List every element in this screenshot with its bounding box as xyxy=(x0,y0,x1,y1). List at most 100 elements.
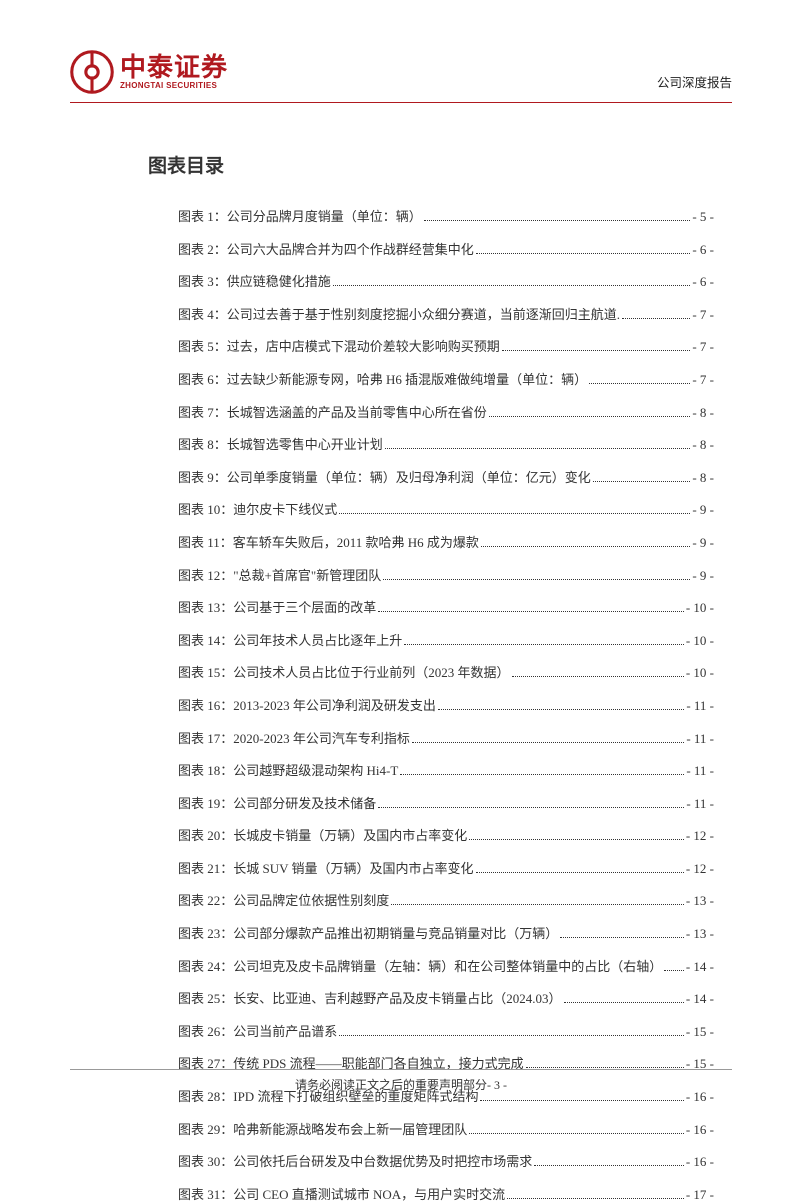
toc-entry: 图表 24：公司坦克及皮卡品牌销量（左轴：辆）和在公司整体销量中的占比（右轴）-… xyxy=(178,956,714,975)
toc-entry-page: - 11 - xyxy=(686,731,714,747)
toc-entry-page: - 6 - xyxy=(692,242,714,258)
footer-text: 请务必阅读正文之后的重要声明部分- 3 - xyxy=(70,1076,732,1093)
toc-entry-label: 图表 15：公司技术人员占比位于行业前列（2023 年数据） xyxy=(178,662,510,681)
toc-section-title: 图表目录 xyxy=(148,151,732,178)
footer-divider xyxy=(70,1069,732,1070)
toc-dot-leader xyxy=(385,448,691,449)
toc-dot-leader xyxy=(512,676,684,677)
toc-entry-label: 图表 1：公司分品牌月度销量（单位：辆） xyxy=(178,206,422,225)
toc-entry: 图表 23：公司部分爆款产品推出初期销量与竞品销量对比（万辆）- 13 - xyxy=(178,923,714,942)
toc-entry: 图表 25：长安、比亚迪、吉利越野产品及皮卡销量占比（2024.03） - 14 … xyxy=(178,988,714,1007)
toc-entry-label: 图表 29：哈弗新能源战略发布会上新一届管理团队 xyxy=(178,1119,467,1138)
toc-dot-leader xyxy=(339,1035,684,1036)
document-page: 中泰证券 ZHONGTAI SECURITIES 公司深度报告 图表目录 图表 … xyxy=(0,0,802,1133)
toc-entry: 图表 4：公司过去善于基于性别刻度挖掘小众细分赛道，当前逐渐回归主航道.- 7 … xyxy=(178,304,714,323)
toc-entry-label: 图表 5：过去，店中店模式下混动价差较大影响购买预期 xyxy=(178,336,500,355)
toc-entry-page: - 6 - xyxy=(692,274,714,290)
toc-dot-leader xyxy=(534,1165,684,1166)
toc-entry-label: 图表 22：公司品牌定位依据性别刻度 xyxy=(178,890,389,909)
logo-text-cn: 中泰证券 xyxy=(120,54,228,81)
toc-entry-label: 图表 13：公司基于三个层面的改革 xyxy=(178,597,376,616)
toc-entry-page: - 8 - xyxy=(692,405,714,421)
toc-entry: 图表 7：长城智选涵盖的产品及当前零售中心所在省份 - 8 - xyxy=(178,402,714,421)
logo-text-block: 中泰证券 ZHONGTAI SECURITIES xyxy=(120,54,228,90)
toc-dot-leader xyxy=(476,253,691,254)
toc-entry-label: 图表 14：公司年技术人员占比逐年上升 xyxy=(178,630,402,649)
toc-dot-leader xyxy=(560,937,684,938)
toc-entry-page: - 10 - xyxy=(686,633,714,649)
toc-entry: 图表 2：公司六大品牌合并为四个作战群经营集中化- 6 - xyxy=(178,239,714,258)
toc-entry-label: 图表 20：长城皮卡销量（万辆）及国内市占率变化 xyxy=(178,825,467,844)
toc-entry-label: 图表 9：公司单季度销量（单位：辆）及归母净利润（单位：亿元）变化 xyxy=(178,467,591,486)
toc-dot-leader xyxy=(502,350,691,351)
toc-entry-label: 图表 7：长城智选涵盖的产品及当前零售中心所在省份 xyxy=(178,402,487,421)
page-header: 中泰证券 ZHONGTAI SECURITIES 公司深度报告 xyxy=(70,50,732,94)
toc-entry: 图表 12："总裁+首席官"新管理团队- 9 - xyxy=(178,565,714,584)
toc-entry: 图表 6：过去缺少新能源专网，哈弗 H6 插混版难做纯增量（单位：辆） - 7 - xyxy=(178,369,714,388)
toc-dot-leader xyxy=(438,709,684,710)
toc-entry-label: 图表 17：2020-2023 年公司汽车专利指标 xyxy=(178,728,410,747)
toc-entry-page: - 17 - xyxy=(686,1187,714,1203)
toc-entry-label: 图表 6：过去缺少新能源专网，哈弗 H6 插混版难做纯增量（单位：辆） xyxy=(178,369,587,388)
toc-entry-page: - 15 - xyxy=(686,1024,714,1040)
toc-entry-label: 图表 4：公司过去善于基于性别刻度挖掘小众细分赛道，当前逐渐回归主航道. xyxy=(178,304,620,323)
toc-entry-label: 图表 26：公司当前产品谱系 xyxy=(178,1021,337,1040)
header-divider xyxy=(70,102,732,103)
toc-dot-leader xyxy=(489,416,691,417)
toc-entry-page: - 7 - xyxy=(692,372,714,388)
toc-list: 图表 1：公司分品牌月度销量（单位：辆）- 5 -图表 2：公司六大品牌合并为四… xyxy=(178,206,714,1203)
toc-entry: 图表 8：长城智选零售中心开业计划 - 8 - xyxy=(178,434,714,453)
toc-dot-leader xyxy=(664,970,684,971)
logo-text-en: ZHONGTAI SECURITIES xyxy=(120,81,228,90)
toc-dot-leader xyxy=(404,644,684,645)
toc-entry-label: 图表 21：长城 SUV 销量（万辆）及国内市占率变化 xyxy=(178,858,474,877)
toc-dot-leader xyxy=(589,383,690,384)
toc-entry-page: - 7 - xyxy=(692,339,714,355)
toc-entry-page: - 8 - xyxy=(692,437,714,453)
toc-entry-page: - 16 - xyxy=(686,1122,714,1138)
toc-dot-leader xyxy=(476,872,684,873)
toc-dot-leader xyxy=(469,839,684,840)
toc-dot-leader xyxy=(424,220,691,221)
toc-entry-label: 图表 8：长城智选零售中心开业计划 xyxy=(178,434,383,453)
toc-entry-label: 图表 11：客车轿车失败后，2011 款哈弗 H6 成为爆款 xyxy=(178,532,479,551)
toc-entry: 图表 11：客车轿车失败后，2011 款哈弗 H6 成为爆款- 9 - xyxy=(178,532,714,551)
toc-entry: 图表 18：公司越野超级混动架构 Hi4-T- 11 - xyxy=(178,760,714,779)
toc-dot-leader xyxy=(564,1002,684,1003)
toc-entry-page: - 10 - xyxy=(686,665,714,681)
toc-dot-leader xyxy=(481,546,690,547)
toc-entry: 图表 5：过去，店中店模式下混动价差较大影响购买预期 - 7 - xyxy=(178,336,714,355)
toc-dot-leader xyxy=(378,807,684,808)
toc-entry: 图表 10：迪尔皮卡下线仪式 - 9 - xyxy=(178,499,714,518)
toc-entry: 图表 13：公司基于三个层面的改革- 10 - xyxy=(178,597,714,616)
toc-entry-label: 图表 16：2013-2023 年公司净利润及研发支出 xyxy=(178,695,436,714)
toc-entry-page: - 9 - xyxy=(692,502,714,518)
toc-entry: 图表 15：公司技术人员占比位于行业前列（2023 年数据） - 10 - xyxy=(178,662,714,681)
toc-entry-label: 图表 12："总裁+首席官"新管理团队 xyxy=(178,565,381,584)
toc-entry-label: 图表 25：长安、比亚迪、吉利越野产品及皮卡销量占比（2024.03） xyxy=(178,988,562,1007)
toc-entry: 图表 22：公司品牌定位依据性别刻度- 13 - xyxy=(178,890,714,909)
toc-entry-label: 图表 3：供应链稳健化措施 xyxy=(178,271,331,290)
toc-entry-page: - 8 - xyxy=(692,470,714,486)
toc-entry: 图表 29：哈弗新能源战略发布会上新一届管理团队 - 16 - xyxy=(178,1119,714,1138)
toc-entry-page: - 11 - xyxy=(686,796,714,812)
toc-entry-page: - 16 - xyxy=(686,1154,714,1170)
toc-dot-leader xyxy=(383,579,690,580)
toc-entry-label: 图表 31：公司 CEO 直播测试城市 NOA，与用户实时交流 xyxy=(178,1184,505,1203)
toc-entry: 图表 20：长城皮卡销量（万辆）及国内市占率变化 - 12 - xyxy=(178,825,714,844)
toc-entry-page: - 14 - xyxy=(686,991,714,1007)
toc-dot-leader xyxy=(391,904,684,905)
toc-entry: 图表 14：公司年技术人员占比逐年上升 - 10 - xyxy=(178,630,714,649)
toc-dot-leader xyxy=(400,774,684,775)
toc-entry-page: - 13 - xyxy=(686,926,714,942)
company-logo: 中泰证券 ZHONGTAI SECURITIES xyxy=(70,50,228,94)
toc-entry-label: 图表 10：迪尔皮卡下线仪式 xyxy=(178,499,337,518)
toc-dot-leader xyxy=(339,513,690,514)
toc-entry-label: 图表 18：公司越野超级混动架构 Hi4-T xyxy=(178,760,398,779)
toc-dot-leader xyxy=(412,742,684,743)
page-footer: 请务必阅读正文之后的重要声明部分- 3 - xyxy=(70,1069,732,1093)
toc-entry-label: 图表 24：公司坦克及皮卡品牌销量（左轴：辆）和在公司整体销量中的占比（右轴） xyxy=(178,956,662,975)
report-type: 公司深度报告 xyxy=(657,50,732,91)
toc-dot-leader xyxy=(378,611,684,612)
toc-entry-page: - 12 - xyxy=(686,828,714,844)
